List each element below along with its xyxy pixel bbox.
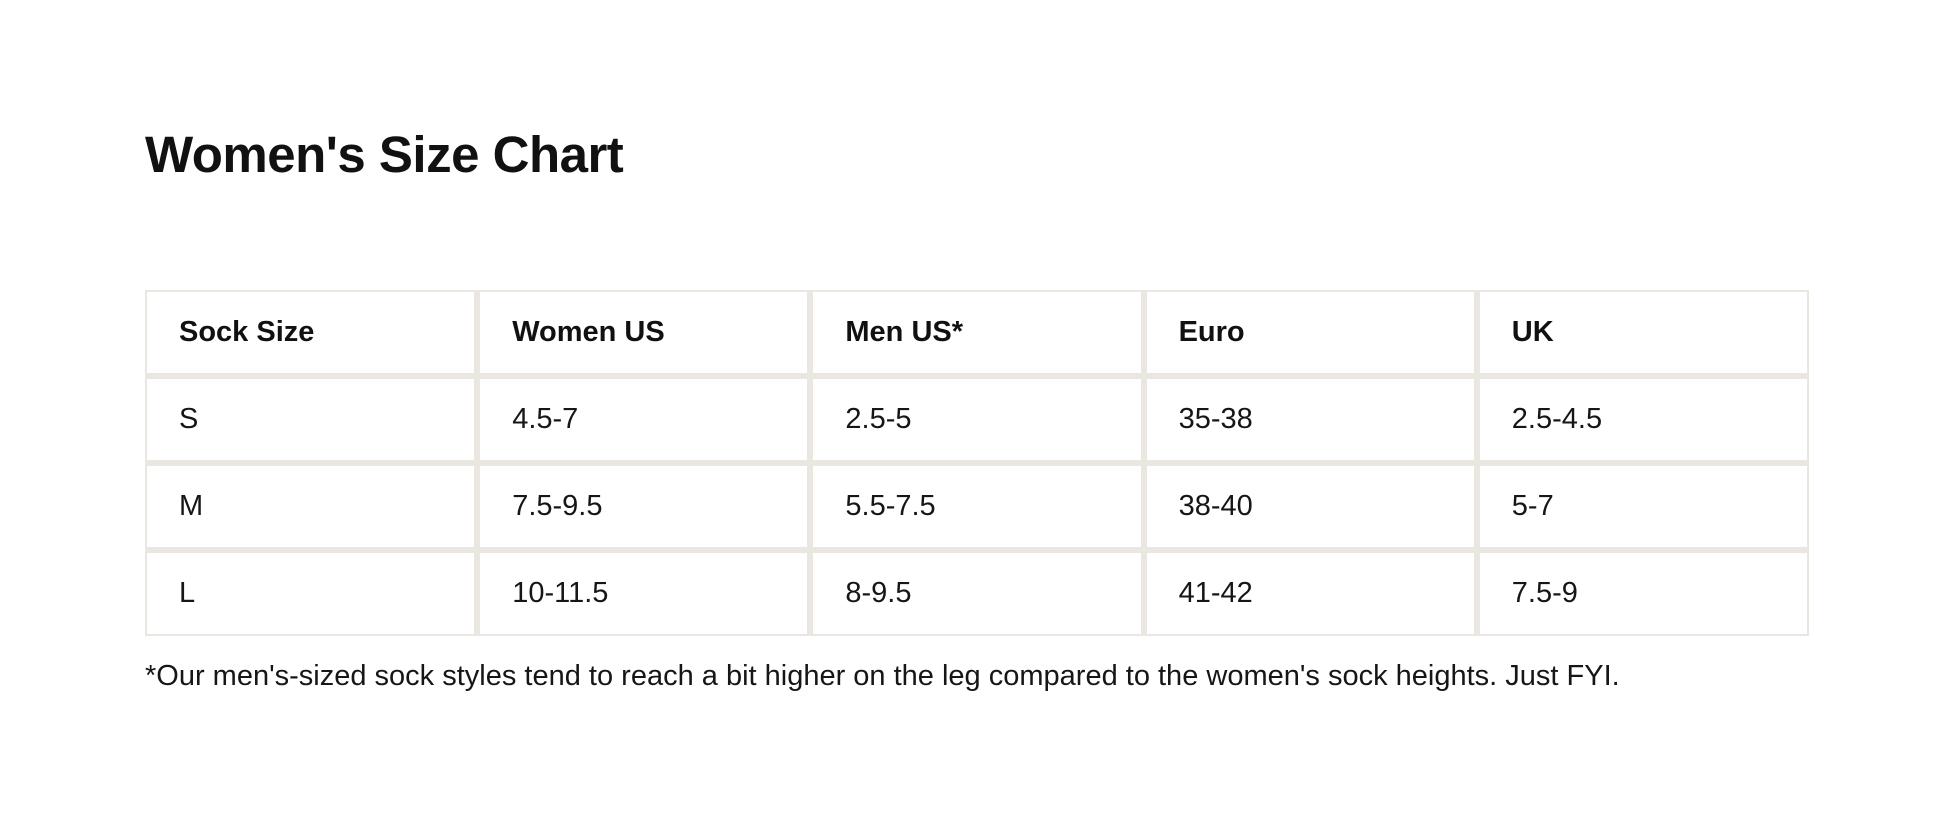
- size-chart-table: Sock Size Women US Men US* Euro UK S 4.5…: [145, 290, 1809, 636]
- row-l-euro: 41-42: [1146, 553, 1474, 634]
- header-cell-women-us: Women US: [480, 292, 808, 373]
- row-s-women-us: 4.5-7: [480, 379, 808, 460]
- row-m-women-us: 7.5-9.5: [480, 466, 808, 547]
- row-s-uk: 2.5-4.5: [1479, 379, 1807, 460]
- header-cell-sock-size: Sock Size: [147, 292, 475, 373]
- row-s-sock-size: S: [147, 379, 475, 460]
- header-cell-uk: UK: [1479, 292, 1807, 373]
- row-m-sock-size: M: [147, 466, 475, 547]
- header-cell-men-us: Men US*: [813, 292, 1141, 373]
- row-l-men-us: 8-9.5: [813, 553, 1141, 634]
- row-l-women-us: 10-11.5: [480, 553, 808, 634]
- row-m-euro: 38-40: [1146, 466, 1474, 547]
- page-title: Women's Size Chart: [145, 126, 624, 183]
- row-l-uk: 7.5-9: [1479, 553, 1807, 634]
- mens-sizing-footnote: *Our men's-sized sock styles tend to rea…: [145, 660, 1620, 692]
- row-s-men-us: 2.5-5: [813, 379, 1141, 460]
- row-m-uk: 5-7: [1479, 466, 1807, 547]
- row-m-men-us: 5.5-7.5: [813, 466, 1141, 547]
- row-l-sock-size: L: [147, 553, 475, 634]
- row-s-euro: 35-38: [1146, 379, 1474, 460]
- header-cell-euro: Euro: [1146, 292, 1474, 373]
